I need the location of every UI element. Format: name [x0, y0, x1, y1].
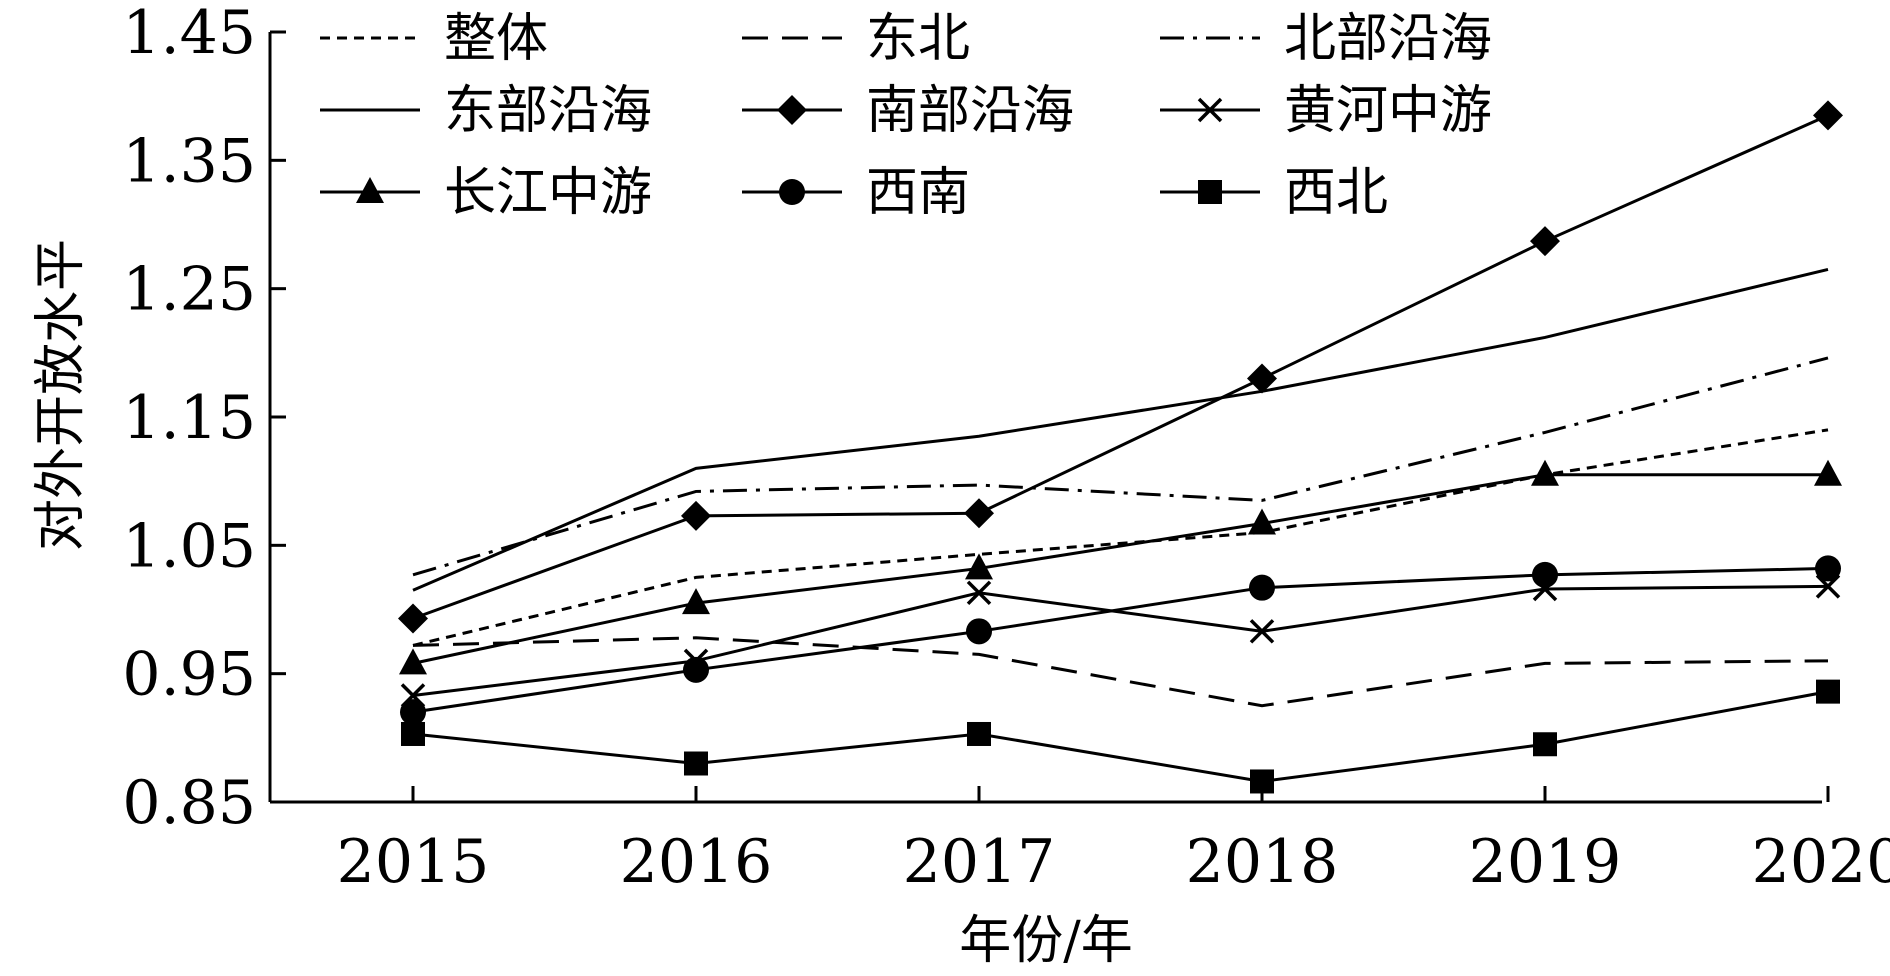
series-line — [412, 267, 1829, 592]
square-marker — [1250, 769, 1274, 794]
series-5 — [400, 574, 1841, 708]
legend-label: 南部沿海 — [866, 81, 1074, 141]
legend-item: 东北 — [742, 9, 970, 69]
x-tick-label: 2020 — [1752, 827, 1890, 897]
legend-item: 西南 — [742, 163, 970, 223]
series-2 — [412, 356, 1829, 577]
triangle-marker — [965, 553, 993, 580]
series-3 — [412, 267, 1829, 592]
circle-marker — [1249, 574, 1275, 601]
series-8 — [401, 679, 1840, 794]
series-line — [412, 566, 1829, 714]
legend-item: 西北 — [1160, 163, 1388, 223]
triangle-marker — [682, 588, 710, 615]
series-1 — [412, 636, 1829, 708]
circle-marker — [683, 656, 709, 683]
legend-label: 长江中游 — [444, 163, 652, 223]
x-axis-title: 年份/年 — [959, 911, 1133, 971]
square-marker — [401, 721, 425, 746]
legend-label: 东北 — [866, 9, 970, 69]
triangle-marker — [399, 648, 427, 675]
y-tick-label: 1.35 — [122, 126, 256, 196]
square-marker — [1533, 732, 1557, 757]
legend-label: 东部沿海 — [444, 81, 652, 141]
x-tick-label: 2016 — [620, 827, 773, 897]
legend-item: 黄河中游 — [1160, 81, 1492, 141]
triangle-marker — [1814, 459, 1842, 486]
series-layer — [398, 100, 1843, 794]
series-line — [412, 690, 1829, 783]
legend-label: 北部沿海 — [1284, 9, 1492, 69]
y-tick-label: 1.45 — [122, 0, 256, 68]
cross-marker — [1197, 97, 1223, 123]
diamond-marker — [1813, 100, 1843, 131]
legend-item: 整体 — [320, 9, 548, 69]
circle-marker — [966, 618, 992, 645]
series-6 — [399, 459, 1842, 675]
legend-label: 西北 — [1284, 163, 1388, 223]
square-marker — [1198, 180, 1222, 204]
y-tick-label: 1.05 — [122, 511, 256, 581]
circle-marker — [1532, 561, 1558, 588]
legend-label: 西南 — [866, 163, 970, 223]
y-tick-label: 1.15 — [122, 383, 256, 453]
series-line — [412, 428, 1829, 647]
diamond-marker — [1247, 363, 1277, 394]
series-line — [412, 636, 1829, 708]
series-0 — [412, 428, 1829, 647]
x-ticks: 2015 2016 2017 2018 2019 2020 — [337, 786, 1890, 897]
legend-label: 整体 — [444, 9, 548, 69]
square-marker — [967, 721, 991, 746]
cross-marker — [966, 580, 992, 606]
series-4 — [398, 100, 1843, 634]
legend-label: 黄河中游 — [1284, 81, 1492, 141]
legend-item: 东部沿海 — [320, 81, 652, 141]
x-tick-label: 2018 — [1186, 827, 1339, 897]
y-tick-label: 0.95 — [122, 640, 256, 710]
triangle-marker — [1531, 459, 1559, 486]
legend-item: 南部沿海 — [742, 81, 1074, 141]
series-line — [412, 114, 1829, 620]
cross-marker — [1249, 619, 1275, 644]
square-marker — [1816, 679, 1840, 704]
square-marker — [684, 751, 708, 776]
x-tick-label: 2017 — [903, 827, 1056, 897]
diamond-marker — [398, 603, 428, 634]
diamond-marker — [777, 95, 807, 125]
y-tick-label: 1.25 — [122, 255, 256, 325]
legend-item: 长江中游 — [320, 163, 652, 223]
diamond-marker — [964, 498, 994, 529]
series-line — [412, 584, 1829, 697]
diamond-marker — [1530, 226, 1560, 257]
circle-marker — [1815, 555, 1841, 582]
circle-marker — [779, 179, 805, 205]
series-7 — [400, 555, 1841, 726]
series-line — [412, 356, 1829, 577]
y-axis-title: 对外开放水平 — [31, 239, 91, 551]
y-tick-label: 0.85 — [122, 768, 256, 838]
x-tick-label: 2019 — [1469, 827, 1622, 897]
y-ticks: 0.85 0.95 1.05 1.15 1.25 1.35 1.45 — [122, 0, 286, 838]
legend-item: 北部沿海 — [1160, 9, 1492, 69]
axes: 0.850.951.051.151.251.351.45 2015 2016 201… — [122, 0, 1890, 897]
circle-marker — [400, 699, 426, 726]
triangle-marker — [356, 177, 384, 203]
diamond-marker — [681, 500, 711, 531]
x-tick-label: 2015 — [337, 827, 490, 897]
triangle-marker — [1248, 508, 1276, 535]
series-line — [412, 473, 1828, 665]
